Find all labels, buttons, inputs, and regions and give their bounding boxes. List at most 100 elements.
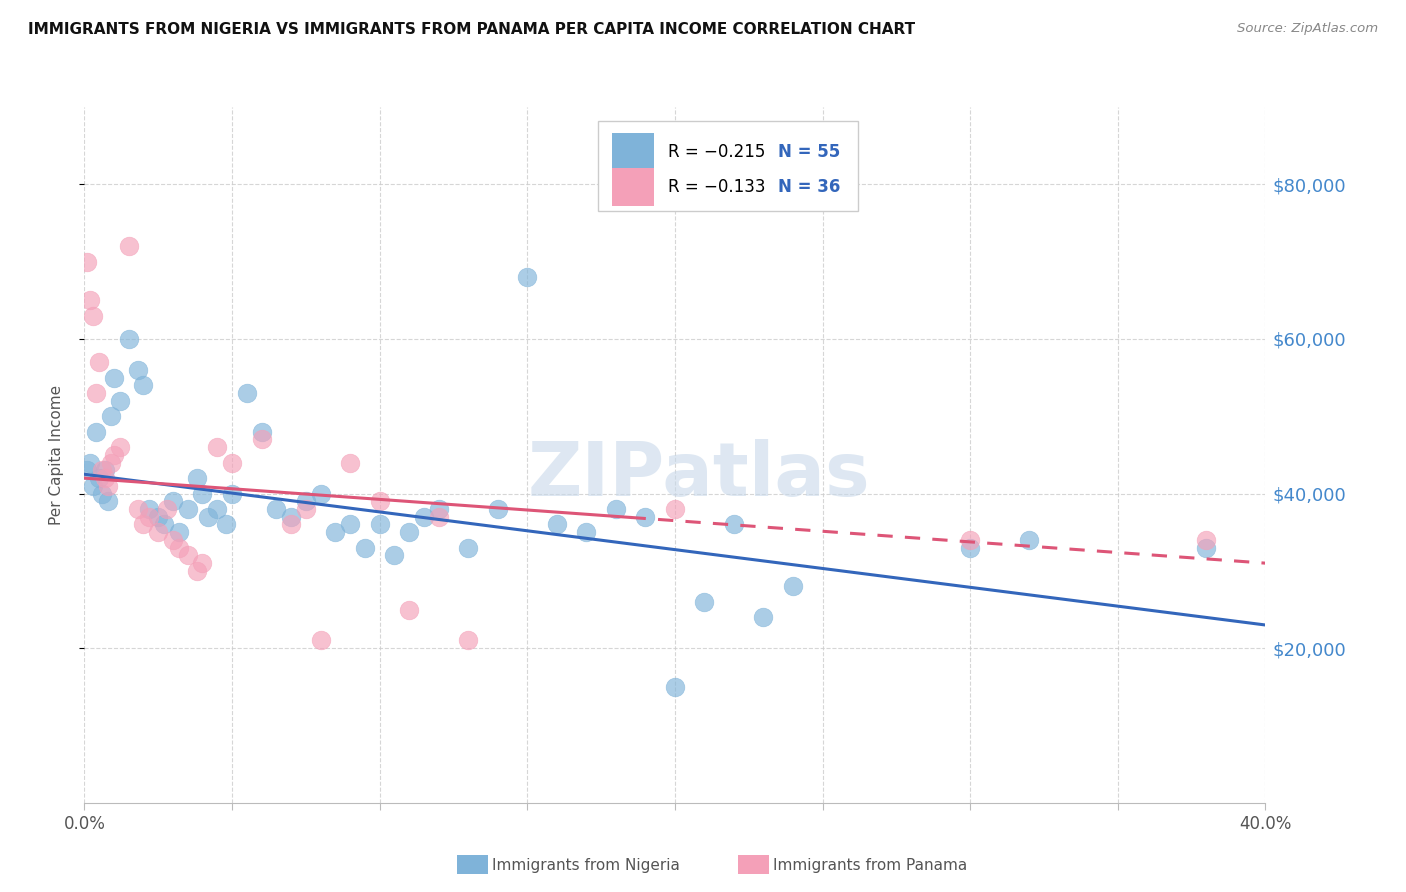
Point	[280, 509, 302, 524]
Point	[148, 525, 170, 540]
Point	[309, 486, 332, 500]
Point	[221, 486, 243, 500]
Point	[215, 517, 238, 532]
Point	[91, 486, 114, 500]
Point	[205, 440, 228, 454]
Point	[82, 479, 104, 493]
Point	[82, 309, 104, 323]
Point	[250, 425, 273, 439]
Point	[108, 440, 131, 454]
Point	[177, 502, 200, 516]
Point	[162, 494, 184, 508]
Point	[250, 433, 273, 447]
Point	[191, 486, 214, 500]
Point	[177, 549, 200, 563]
Point	[94, 463, 117, 477]
Point	[162, 533, 184, 547]
Point	[89, 355, 111, 369]
Point	[156, 502, 179, 516]
Point	[127, 502, 149, 516]
Point	[1195, 541, 1218, 555]
Point	[108, 393, 131, 408]
Point	[138, 509, 160, 524]
Text: N = 55: N = 55	[778, 144, 839, 161]
Text: N = 36: N = 36	[778, 178, 839, 196]
Point	[516, 270, 538, 285]
FancyBboxPatch shape	[612, 168, 654, 206]
Text: R = −0.133: R = −0.133	[668, 178, 765, 196]
Point	[664, 680, 686, 694]
Point	[959, 533, 981, 547]
Point	[100, 456, 122, 470]
Point	[664, 502, 686, 516]
Point	[382, 549, 406, 563]
Point	[186, 471, 208, 485]
Point	[605, 502, 627, 516]
Point	[91, 463, 114, 477]
Point	[457, 633, 479, 648]
Point	[79, 456, 101, 470]
Point	[191, 556, 214, 570]
Point	[132, 378, 155, 392]
Point	[167, 541, 190, 555]
Point	[413, 509, 436, 524]
FancyBboxPatch shape	[598, 121, 858, 211]
Point	[723, 517, 745, 532]
Text: Source: ZipAtlas.com: Source: ZipAtlas.com	[1237, 22, 1378, 36]
Point	[782, 579, 804, 593]
Point	[427, 509, 450, 524]
Point	[153, 517, 176, 532]
Text: Immigrants from Panama: Immigrants from Panama	[773, 858, 967, 872]
Point	[148, 509, 170, 524]
Point	[118, 239, 141, 253]
Point	[127, 363, 149, 377]
Point	[295, 502, 318, 516]
Point	[89, 471, 111, 485]
Point	[295, 494, 318, 508]
Point	[368, 494, 391, 508]
Point	[368, 517, 391, 532]
Point	[427, 502, 450, 516]
Point	[138, 502, 160, 516]
Point	[323, 525, 347, 540]
Point	[97, 479, 120, 493]
Point	[752, 610, 775, 624]
Point	[1195, 533, 1218, 547]
Point	[79, 293, 101, 308]
Point	[103, 448, 125, 462]
Y-axis label: Per Capita Income: Per Capita Income	[49, 384, 63, 525]
Point	[221, 456, 243, 470]
Point	[959, 541, 981, 555]
Point	[186, 564, 208, 578]
Point	[205, 502, 228, 516]
Point	[97, 494, 120, 508]
Point	[280, 517, 302, 532]
Point	[309, 633, 332, 648]
Point	[76, 463, 98, 477]
Point	[84, 386, 107, 401]
Point	[103, 370, 125, 384]
Point	[354, 541, 377, 555]
Text: R = −0.215: R = −0.215	[668, 144, 765, 161]
Point	[1018, 533, 1040, 547]
Point	[132, 517, 155, 532]
Point	[118, 332, 141, 346]
Text: IMMIGRANTS FROM NIGERIA VS IMMIGRANTS FROM PANAMA PER CAPITA INCOME CORRELATION : IMMIGRANTS FROM NIGERIA VS IMMIGRANTS FR…	[28, 22, 915, 37]
Point	[167, 525, 190, 540]
Point	[76, 254, 98, 268]
Point	[84, 425, 107, 439]
Point	[575, 525, 598, 540]
FancyBboxPatch shape	[612, 133, 654, 171]
Point	[197, 509, 219, 524]
Point	[546, 517, 568, 532]
Point	[398, 602, 420, 616]
Point	[94, 471, 117, 485]
Point	[236, 386, 259, 401]
Text: ZIPatlas: ZIPatlas	[527, 439, 870, 512]
Point	[693, 595, 716, 609]
Point	[398, 525, 420, 540]
Point	[457, 541, 479, 555]
Point	[486, 502, 509, 516]
Point	[634, 509, 657, 524]
Point	[339, 517, 361, 532]
